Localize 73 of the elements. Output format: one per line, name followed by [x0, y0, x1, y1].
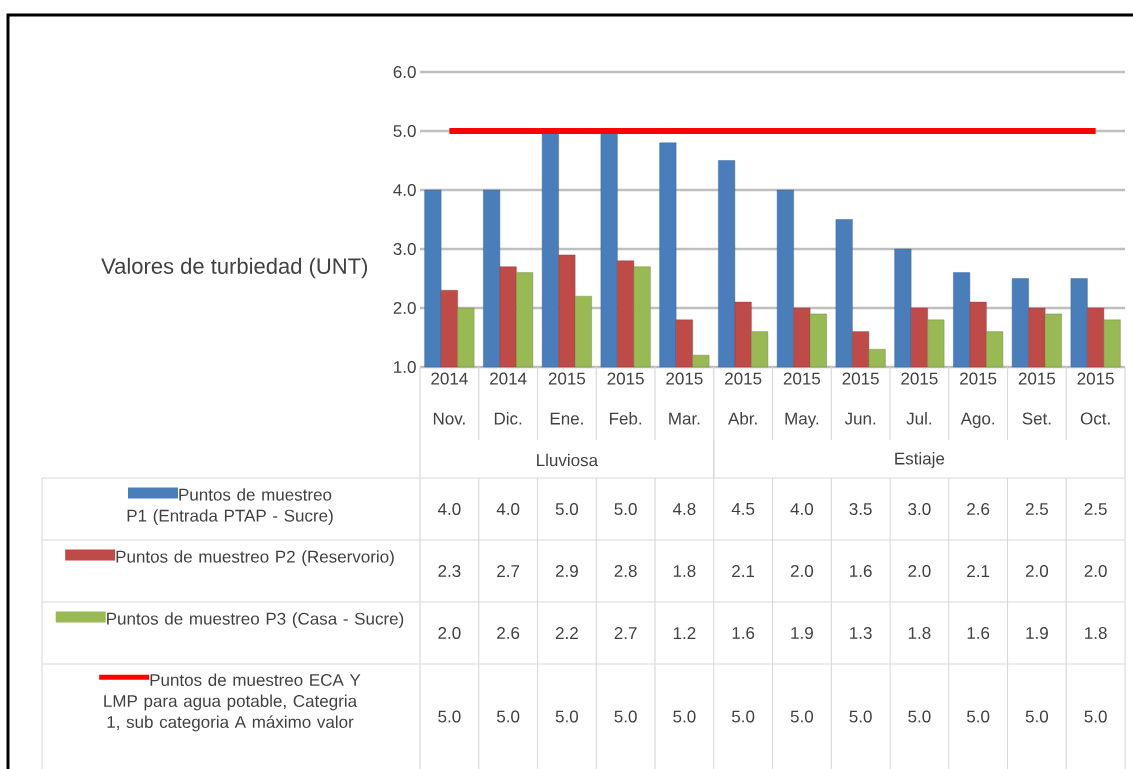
category-label: 2015 Ene. [548, 372, 586, 425]
category-label: 2015 Jul. [901, 372, 938, 425]
y-axis-title: Valores de turbiedad (UNT) [101, 257, 368, 279]
data-label: 1.8 [673, 564, 696, 578]
data-label: 2.1 [967, 565, 990, 577]
data-label: 5.0 [1084, 710, 1107, 723]
data-label: 5.0 [966, 710, 990, 723]
data-label: 2.6 [497, 626, 520, 640]
data-label: 5.0 [614, 710, 637, 723]
data-label: 4.0 [437, 502, 461, 516]
y-tick-label: 4.0 [393, 183, 416, 197]
category-label: 2015 Feb. [607, 372, 644, 425]
data-label: 5.0 [614, 502, 637, 516]
data-label: 1.2 [673, 627, 696, 639]
data-label: 2.0 [438, 626, 461, 640]
category-label: 2014 Nov. [431, 372, 468, 425]
data-label: 1.6 [850, 564, 872, 578]
category-label: 2015 Set. [1018, 372, 1056, 425]
data-label: 5.0 [496, 710, 520, 723]
data-label: 2.8 [614, 564, 637, 578]
text: Estiaje [895, 452, 945, 468]
data-label: 5.0 [438, 710, 461, 723]
data-label: 2.0 [790, 564, 814, 578]
data-label: 1.9 [1026, 626, 1048, 640]
data-label: 2.1 [732, 565, 755, 577]
data-label: 5.0 [790, 710, 814, 723]
data-label: 2.0 [908, 564, 931, 578]
data-label: 2.5 [1025, 502, 1048, 516]
data-label: 4.5 [731, 503, 755, 515]
data-label: 4.0 [790, 502, 814, 516]
data-label: 5.0 [555, 710, 579, 723]
data-label: 5.0 [908, 710, 931, 723]
data-label: 1.6 [967, 626, 990, 640]
data-label: 1.6 [732, 626, 755, 640]
text: Lluviosa [537, 453, 599, 467]
category-label: 2015 Abr. [725, 372, 762, 425]
data-label: 2.9 [555, 564, 578, 578]
data-label: 2.7 [497, 565, 520, 577]
y-tick-label: 5.0 [393, 124, 416, 138]
data-label: 2.0 [1025, 564, 1049, 578]
data-label: 5.0 [849, 710, 872, 723]
data-label: 5.0 [673, 710, 696, 723]
data-label: 2.0 [1084, 564, 1107, 578]
legend-label: Puntos de muestreo P2 (Reservorio) [116, 550, 394, 567]
data-label: 3.5 [849, 502, 872, 516]
category-label: 2015 Ago. [960, 372, 997, 428]
data-label: 1.8 [908, 626, 931, 640]
y-tick-label: 6.0 [393, 65, 416, 79]
data-label: 1.9 [791, 626, 813, 640]
data-label: 4.8 [672, 502, 696, 516]
data-label: 2.6 [967, 502, 990, 516]
category-label: 2015 Oct. [1077, 372, 1114, 425]
data-label: 5.0 [555, 502, 579, 516]
data-label: 2.3 [438, 564, 461, 578]
data-label: 5.0 [1025, 710, 1049, 723]
category-label: 2015 May. [783, 372, 821, 428]
data-label: 1.8 [1085, 626, 1107, 640]
category-label: 2015 Jun. [842, 372, 879, 425]
y-tick-label: 1.0 [394, 360, 416, 374]
category-label: 2014 Dic. [490, 372, 527, 425]
legend-label: Puntos de muestreo ECA Y LMP para agua potable, Categria 1, sub categoria A máximo valor [104, 673, 361, 732]
data-label: 1.3 [850, 626, 872, 640]
legend-label: Puntos de muestreo P3 (Casa - Sucre) [107, 612, 404, 629]
data-label: 2.7 [614, 627, 637, 639]
data-label: 3.0 [908, 502, 931, 516]
category-label: 2015 Mar. [666, 372, 703, 425]
data-label: 2.2 [555, 627, 578, 639]
y-tick-label: 3.0 [393, 242, 416, 256]
y-tick-label: 2.0 [393, 301, 416, 315]
data-label: 4.0 [496, 502, 520, 516]
data-label: 5.0 [731, 710, 755, 723]
legend-label: Puntos de muestreo P1 (Entrada PTAP - Sucre) [127, 488, 333, 526]
data-label: 2.5 [1084, 502, 1107, 516]
